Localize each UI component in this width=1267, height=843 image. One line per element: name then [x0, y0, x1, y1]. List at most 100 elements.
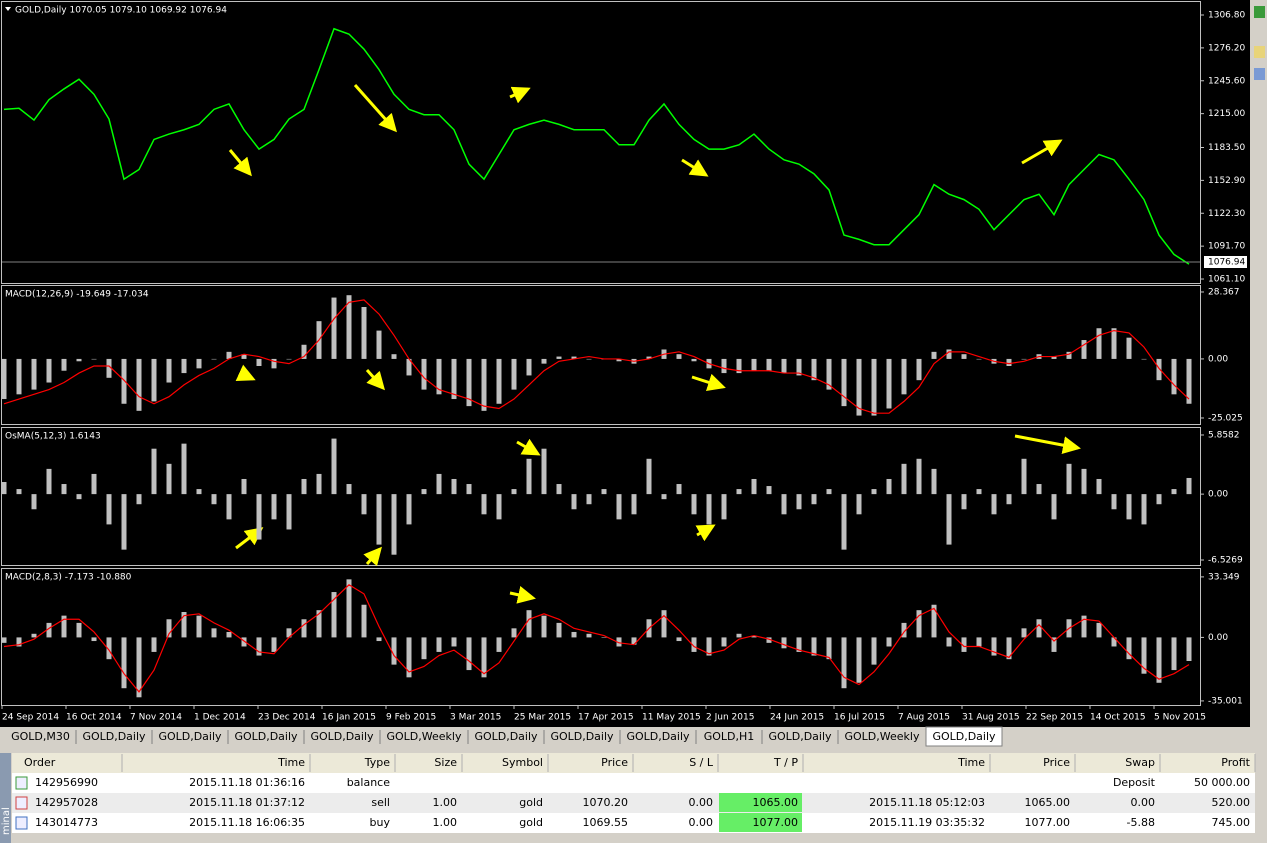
y-tick-label: 1091.70	[1208, 242, 1245, 252]
toolbar-icon[interactable]	[1254, 68, 1265, 80]
histogram-bar	[466, 637, 472, 671]
histogram-bar	[781, 494, 787, 515]
current-price-box	[1204, 256, 1247, 269]
histogram-bar	[226, 631, 232, 638]
date-label: 16 Jan 2015	[322, 713, 376, 723]
histogram-bar	[766, 358, 772, 371]
histogram-bar	[481, 494, 487, 515]
terminal-side-tab[interactable]	[0, 753, 11, 843]
histogram-bar	[646, 356, 652, 359]
histogram-bar	[196, 358, 202, 369]
column-header[interactable]: Time	[957, 756, 985, 769]
histogram-bar	[346, 484, 352, 495]
histogram-bar	[1036, 484, 1042, 495]
tab-label[interactable]: GOLD,Daily	[82, 730, 146, 743]
tab-label[interactable]: GOLD,Daily	[310, 730, 374, 743]
histogram-bar	[571, 494, 577, 510]
histogram-bar	[826, 637, 832, 660]
histogram-bar	[976, 358, 982, 360]
tab-label[interactable]: GOLD,Daily	[550, 730, 614, 743]
date-label: 7 Aug 2015	[898, 713, 950, 723]
histogram-bar	[841, 637, 847, 689]
histogram-bar	[961, 354, 967, 359]
column-header[interactable]: S / L	[689, 756, 714, 769]
date-label: 25 Mar 2015	[514, 713, 571, 723]
tab-label[interactable]: GOLD,Daily	[626, 730, 690, 743]
y-tick-label: 33.349	[1208, 572, 1240, 582]
histogram-bar	[901, 463, 907, 495]
histogram-bar	[751, 358, 757, 371]
histogram-bar	[61, 484, 67, 495]
column-header[interactable]: Symbol	[502, 756, 543, 769]
histogram-bar	[1036, 619, 1042, 638]
histogram-bar	[391, 354, 397, 359]
histogram-bar	[961, 494, 967, 510]
histogram-bar	[226, 351, 232, 359]
tab-label[interactable]: GOLD,Daily	[932, 730, 996, 743]
cell: sell	[371, 796, 390, 809]
histogram-bar	[586, 358, 592, 360]
histogram-bar	[1006, 494, 1012, 505]
histogram-bar	[766, 486, 772, 495]
cell: 1077.00	[1025, 816, 1071, 829]
tab-label[interactable]: GOLD,M30	[11, 730, 70, 743]
collapse-triangle[interactable]	[5, 7, 11, 11]
histogram-bar	[691, 637, 697, 652]
histogram-bar	[1186, 358, 1192, 404]
histogram-bar	[286, 628, 292, 638]
tp-highlight	[719, 813, 802, 832]
histogram-bar	[436, 473, 442, 495]
histogram-bar	[196, 615, 202, 638]
histogram-bar	[91, 637, 97, 642]
y-tick-label: -35.001	[1208, 696, 1243, 706]
tab-label[interactable]: GOLD,Daily	[474, 730, 538, 743]
tab-label[interactable]: GOLD,Daily	[158, 730, 222, 743]
panel-title: MACD(12,26,9) -19.649 -17.034	[5, 290, 149, 300]
histogram-bar	[946, 494, 952, 545]
histogram-bar	[1081, 340, 1087, 359]
histogram-bar	[31, 494, 37, 510]
tab-label[interactable]: GOLD,H1	[704, 730, 755, 743]
histogram-bar	[151, 448, 157, 495]
cell: 1065.00	[1025, 796, 1071, 809]
column-header[interactable]: Swap	[1125, 756, 1155, 769]
histogram-bar	[406, 358, 412, 376]
column-header[interactable]: Size	[434, 756, 457, 769]
trade-table: Order Time Type Size Symbol Price S / L T / P Ti…	[15, 754, 1256, 832]
histogram-bar	[1021, 628, 1027, 638]
histogram-bar	[451, 358, 457, 400]
toolbar-icon[interactable]	[1254, 46, 1265, 58]
column-header[interactable]: Type	[364, 756, 390, 769]
cell: -5.88	[1127, 816, 1155, 829]
histogram-bar	[16, 358, 22, 395]
column-header[interactable]: T / P	[773, 756, 798, 769]
histogram-bar	[406, 637, 412, 678]
histogram-bar	[781, 358, 787, 374]
column-header[interactable]: Time	[277, 756, 305, 769]
toolbar-icon[interactable]	[1254, 6, 1265, 18]
tab-label[interactable]: GOLD,Daily	[768, 730, 832, 743]
y-tick-label: 1061.10	[1208, 275, 1245, 285]
tab-label[interactable]: GOLD,Daily	[234, 730, 298, 743]
histogram-bar	[871, 489, 877, 495]
histogram-bar	[391, 494, 397, 555]
column-header[interactable]: Price	[1043, 756, 1070, 769]
column-header[interactable]: Price	[601, 756, 628, 769]
histogram-bar	[436, 637, 442, 652]
histogram-bar	[1171, 637, 1177, 671]
histogram-bar	[151, 358, 157, 402]
histogram-bar	[556, 484, 562, 495]
histogram-bar	[481, 358, 487, 411]
histogram-bar	[121, 494, 127, 550]
column-header[interactable]: Order	[24, 756, 56, 769]
tab-label[interactable]: GOLD,Weekly	[845, 730, 920, 743]
column-header[interactable]: Profit	[1221, 756, 1250, 769]
histogram-bar	[706, 494, 712, 525]
histogram-bar	[1051, 637, 1057, 652]
tab-label[interactable]: GOLD,Weekly	[387, 730, 462, 743]
histogram-bar	[1156, 637, 1162, 683]
cell: 1070.20	[583, 796, 629, 809]
histogram-bar	[301, 619, 307, 638]
histogram-bar	[91, 358, 97, 360]
histogram-bar	[1066, 463, 1072, 495]
